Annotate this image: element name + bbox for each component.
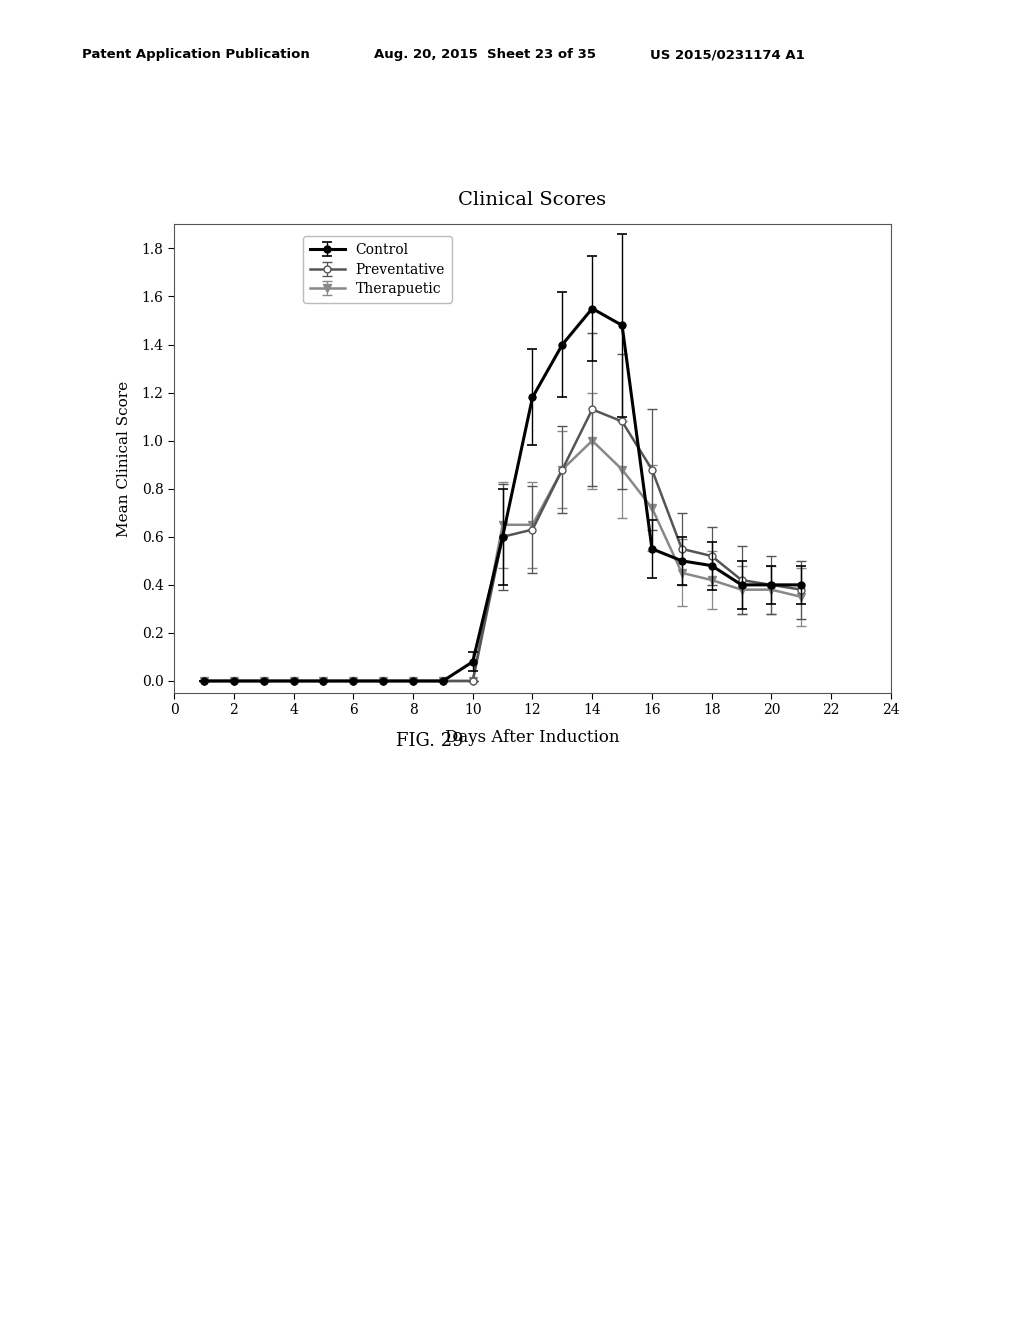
Legend: Control, Preventative, Therapuetic: Control, Preventative, Therapuetic xyxy=(303,236,452,304)
Title: Clinical Scores: Clinical Scores xyxy=(459,191,606,209)
Text: Aug. 20, 2015  Sheet 23 of 35: Aug. 20, 2015 Sheet 23 of 35 xyxy=(374,48,596,61)
Text: US 2015/0231174 A1: US 2015/0231174 A1 xyxy=(650,48,805,61)
X-axis label: Days After Induction: Days After Induction xyxy=(445,729,620,746)
Text: FIG. 29: FIG. 29 xyxy=(396,731,464,750)
Text: Patent Application Publication: Patent Application Publication xyxy=(82,48,309,61)
Y-axis label: Mean Clinical Score: Mean Clinical Score xyxy=(117,380,130,537)
